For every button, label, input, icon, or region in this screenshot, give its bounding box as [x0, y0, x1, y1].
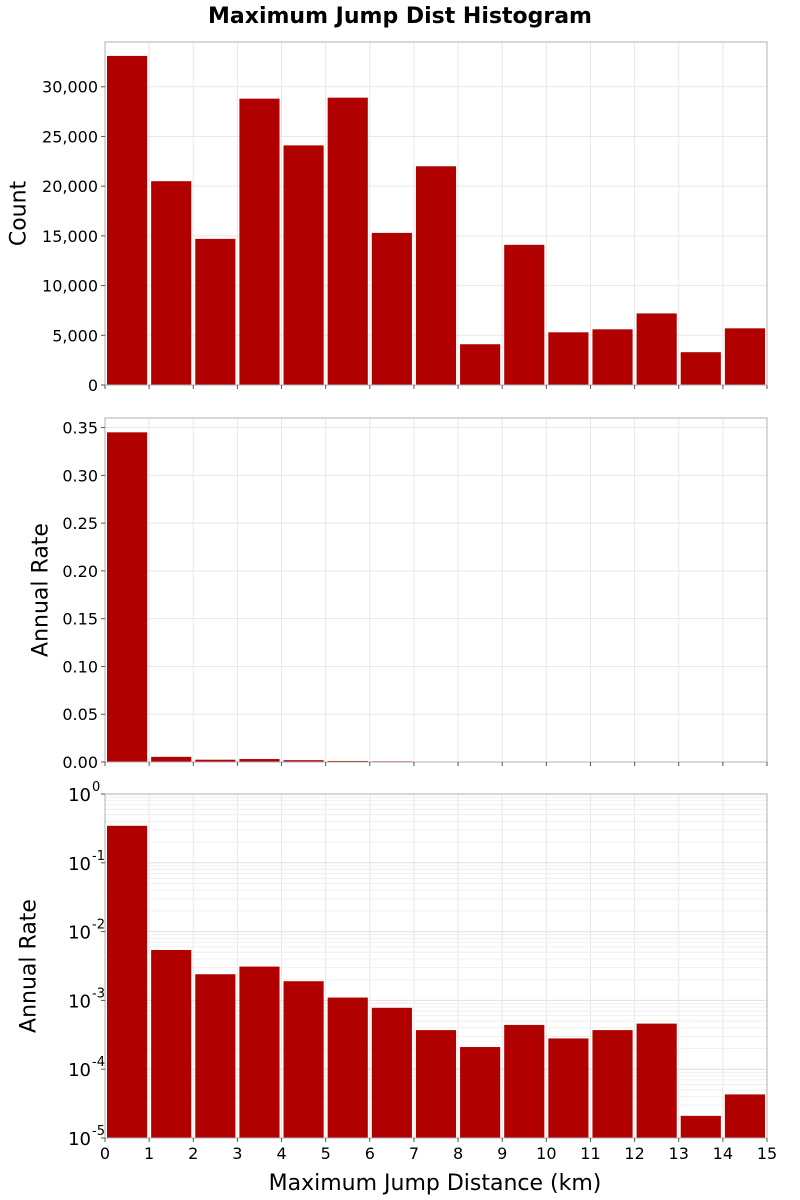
- x-tick-label: 8: [453, 1144, 463, 1163]
- plot-frame: [104, 41, 768, 386]
- x-tick-label: 9: [497, 1144, 507, 1163]
- bar: [636, 1023, 677, 1138]
- bar: [239, 966, 280, 1138]
- bar: [151, 181, 192, 385]
- y-axis-label: Annual Rate: [17, 899, 42, 1033]
- plot-frame: [104, 417, 768, 763]
- y-tick-exponent: 0: [92, 780, 100, 795]
- y-tick-label: 10: [68, 854, 91, 875]
- bar: [283, 145, 324, 385]
- x-tick-label: 7: [409, 1144, 419, 1163]
- y-tick-label: 10: [68, 785, 91, 806]
- bar: [283, 981, 324, 1138]
- bar: [504, 244, 545, 385]
- y-tick-label: 0: [88, 376, 98, 395]
- bar: [548, 332, 589, 385]
- y-tick-label: 0.20: [62, 562, 98, 581]
- bar: [151, 950, 192, 1138]
- chart-title: Maximum Jump Dist Histogram: [208, 4, 592, 29]
- bar: [460, 344, 501, 385]
- panel-2: 0.00 0.05 0.10 0.15 0.20 0.25 0.30 0.35 Annual R…: [29, 417, 768, 772]
- y-tick-label: 15,000: [42, 227, 98, 246]
- panel-3: 10-510-410-310-210-110 00 1 2 3 4 5 6 7 8 9 10 11 12 1…: [17, 780, 777, 1163]
- x-tick-label: 3: [232, 1144, 242, 1163]
- bar: [239, 98, 280, 386]
- x-tick-label: 0: [100, 1144, 110, 1163]
- bar-series: [107, 432, 765, 762]
- y-tick-label: 0.15: [62, 610, 98, 629]
- x-tick-label: 11: [580, 1144, 600, 1163]
- x-axis-label: Maximum Jump Distance (km): [269, 1171, 602, 1196]
- y-tick-label: 10: [68, 1060, 91, 1081]
- bar: [327, 997, 368, 1138]
- y-tick-label: 0.10: [62, 657, 98, 676]
- y-tick-label: 10: [68, 1129, 91, 1150]
- x-tick-label: 12: [624, 1144, 644, 1163]
- x-tick-label: 10: [536, 1144, 556, 1163]
- y-tick-label: 25,000: [42, 127, 98, 146]
- y-tick-label: 30,000: [42, 78, 98, 97]
- bar: [239, 759, 280, 762]
- y-tick-exponent: -4: [92, 1055, 105, 1070]
- bar: [680, 1115, 721, 1138]
- bar: [415, 166, 457, 385]
- bar: [107, 432, 148, 762]
- bar: [724, 1094, 765, 1138]
- x-tick-label: 13: [669, 1144, 689, 1163]
- bar: [195, 238, 236, 385]
- y-tick-label: 10: [68, 923, 91, 944]
- bar: [195, 974, 236, 1138]
- y-tick-label: 5,000: [52, 326, 98, 345]
- bar: [592, 329, 633, 385]
- bar-series: [107, 825, 765, 1138]
- y-tick-label: 0.30: [62, 466, 98, 485]
- bar: [327, 760, 368, 762]
- y-tick-label: 10,000: [42, 277, 98, 296]
- y-tick-label: 0.25: [62, 514, 98, 533]
- y-tick-label: 20,000: [42, 177, 98, 196]
- panel-1: 0 5,000 10,000 15,000 20,000 25,000 30,000 Coun…: [7, 41, 768, 395]
- y-axis-label: Count: [7, 180, 32, 246]
- y-tick-label: 10: [68, 991, 91, 1012]
- bar: [107, 55, 148, 385]
- bar: [724, 328, 765, 385]
- bar: [636, 313, 677, 385]
- bar: [680, 352, 721, 385]
- x-tick-label: 4: [276, 1144, 286, 1163]
- x-tick-label: 15: [757, 1144, 777, 1163]
- y-tick-label: 0.05: [62, 705, 98, 724]
- plot-frame: [104, 793, 768, 1139]
- x-tick-label: 5: [321, 1144, 331, 1163]
- bar-series: [107, 55, 765, 386]
- bar: [592, 1030, 633, 1138]
- bar: [283, 760, 324, 762]
- bar: [151, 756, 192, 762]
- chart-panels: 0 5,000 10,000 15,000 20,000 25,000 30,000 Coun…: [7, 41, 777, 1163]
- y-tick-exponent: -2: [92, 918, 105, 933]
- x-tick-label: 14: [713, 1144, 733, 1163]
- y-tick-label: 0.00: [62, 753, 98, 772]
- bar: [327, 97, 368, 386]
- bar: [107, 825, 148, 1138]
- y-tick-exponent: -1: [92, 849, 105, 864]
- y-tick-exponent: -3: [92, 986, 105, 1001]
- x-tick-label: 6: [365, 1144, 375, 1163]
- y-tick-label: 0.35: [62, 419, 98, 438]
- bar: [371, 1007, 412, 1138]
- bar: [504, 1024, 545, 1138]
- bar: [460, 1047, 501, 1138]
- x-tick-label: 2: [188, 1144, 198, 1163]
- bar: [371, 232, 412, 385]
- y-axis-label: Annual Rate: [29, 523, 54, 657]
- bar: [415, 1030, 457, 1138]
- bar: [548, 1038, 589, 1138]
- bar: [195, 759, 236, 762]
- x-tick-label: 1: [144, 1144, 154, 1163]
- y-tick-exponent: -5: [92, 1124, 105, 1139]
